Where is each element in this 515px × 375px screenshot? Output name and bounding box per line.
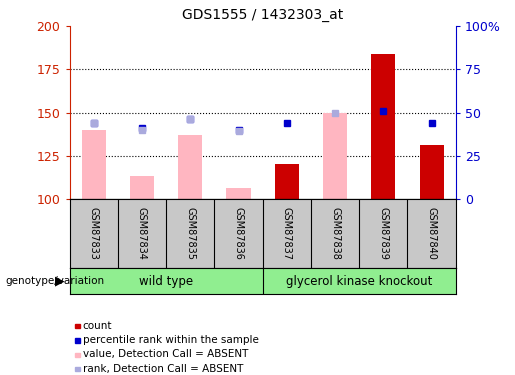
Text: genotype/variation: genotype/variation: [5, 276, 104, 286]
Text: GSM87834: GSM87834: [137, 207, 147, 260]
Bar: [81, 130, 106, 199]
Bar: [227, 188, 251, 199]
Bar: [274, 164, 299, 199]
Bar: [323, 112, 347, 199]
Bar: [371, 54, 396, 199]
Text: GSM87837: GSM87837: [282, 207, 292, 260]
Text: rank, Detection Call = ABSENT: rank, Detection Call = ABSENT: [82, 364, 243, 374]
Text: ▶: ▶: [55, 275, 64, 288]
Text: GSM87838: GSM87838: [330, 207, 340, 260]
Text: wild type: wild type: [139, 275, 193, 288]
Text: glycerol kinase knockout: glycerol kinase knockout: [286, 275, 433, 288]
Text: count: count: [82, 321, 112, 331]
Bar: [178, 135, 202, 199]
Text: GSM87835: GSM87835: [185, 207, 195, 260]
Bar: [130, 176, 154, 199]
Title: GDS1555 / 1432303_at: GDS1555 / 1432303_at: [182, 9, 344, 22]
Text: GSM87833: GSM87833: [89, 207, 99, 260]
Text: percentile rank within the sample: percentile rank within the sample: [82, 335, 259, 345]
Text: value, Detection Call = ABSENT: value, Detection Call = ABSENT: [82, 350, 248, 359]
Text: GSM87836: GSM87836: [233, 207, 244, 260]
Bar: [420, 145, 444, 199]
Text: GSM87839: GSM87839: [379, 207, 388, 260]
Text: GSM87840: GSM87840: [426, 207, 437, 260]
